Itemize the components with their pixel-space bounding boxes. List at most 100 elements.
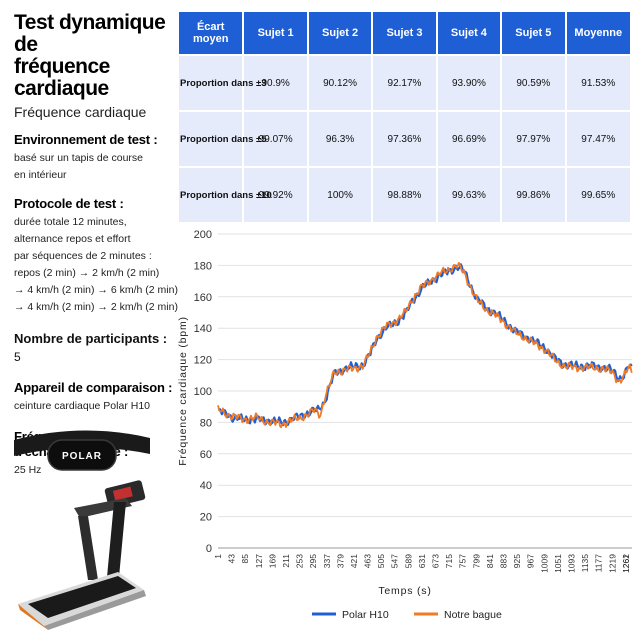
participants-heading: Nombre de participants : <box>14 331 168 346</box>
protocol-line: repos (2 min) → 2 km/h (2 min) <box>14 267 160 279</box>
x-tick-label: 631 <box>417 554 427 568</box>
table-row-label: Proportion dans ±3 <box>179 54 267 111</box>
table-header: Sujet 2 <box>307 12 374 55</box>
page-title: Test dynamique de fréquence cardiaque <box>14 11 166 100</box>
table-cell: 97.36% <box>372 110 438 167</box>
x-tick-label: 421 <box>349 554 359 568</box>
protocol-heading: Protocole de test : <box>14 196 124 211</box>
accuracy-table: Écart moyen Sujet 1 Sujet 2 Sujet 3 Suje… <box>179 12 630 222</box>
x-tick-label: 505 <box>376 554 386 568</box>
treadmill-belt <box>28 576 136 618</box>
participants-value: 5 <box>14 350 21 364</box>
series-layer <box>217 261 633 429</box>
treadmill-image <box>18 480 146 630</box>
section-protocol: Protocole de test : durée totale 12 minu… <box>14 196 178 316</box>
x-tick-label: 1051 <box>553 554 563 573</box>
y-tick-label: 20 <box>200 512 212 524</box>
series-line-polar-h10 <box>217 263 633 427</box>
y-axis-label: Fréquence cardiaque (bpm) <box>177 316 189 466</box>
section-participants: Nombre de participants : 5 <box>14 330 174 366</box>
section-environment: Environnement de test : basé sur un tapi… <box>14 132 174 184</box>
x-tick-label: 589 <box>403 554 413 568</box>
x-tick-label: 463 <box>363 554 373 568</box>
table-cell: 90.59% <box>501 54 567 111</box>
table-cell: 99.86% <box>501 166 567 222</box>
protocol-line: alternance repos et effort <box>14 233 131 245</box>
environment-line: en intérieur <box>14 169 67 181</box>
table-header: Sujet 5 <box>501 12 567 55</box>
table-cell: 96.69% <box>436 110 503 167</box>
table-row-label: Proportion dans ±5 <box>179 110 267 167</box>
environment-line: basé sur un tapis de course <box>14 152 143 164</box>
device-value: ceinture cardiaque Polar H10 <box>14 400 150 412</box>
table-header-row: Écart moyen Sujet 1 Sujet 2 Sujet 3 Suje… <box>179 12 630 55</box>
legend-label: Polar H10 <box>342 609 389 621</box>
table-row: Proportion dans ±5 99.07% 96.3% 97.36% 9… <box>179 110 630 167</box>
x-tick-label: 1093 <box>566 554 576 573</box>
x-tick-label: 379 <box>335 554 345 568</box>
treadmill-upright <box>106 502 126 588</box>
table-header: Sujet 4 <box>436 12 503 55</box>
table-row: Proportion dans ±3 90.9% 90.12% 92.17% 9… <box>179 54 630 111</box>
x-tick-label: 211 <box>281 554 291 568</box>
x-tick-label: 127 <box>254 554 264 568</box>
table-cell: 97.97% <box>501 110 567 167</box>
x-tick-label: 799 <box>471 554 481 568</box>
y-tick-label: 80 <box>200 417 212 429</box>
y-tick-label: 140 <box>194 323 212 335</box>
table-cell: 100% <box>307 166 374 222</box>
strap-sensor <box>47 439 117 471</box>
y-tick-label: 60 <box>200 449 212 461</box>
y-tick-label: 40 <box>200 480 212 492</box>
x-tick-label: 547 <box>390 554 400 568</box>
x-tick-label: 715 <box>444 554 454 568</box>
table-cell: 91.53% <box>565 54 630 111</box>
y-tick-label: 120 <box>194 355 212 367</box>
x-tick-label: 1219 <box>607 554 617 573</box>
grid-layer <box>218 233 632 549</box>
table-header: Sujet 1 <box>243 12 309 55</box>
protocol-line: durée totale 12 minutes, <box>14 216 127 228</box>
x-tick-label: 253 <box>295 554 305 568</box>
treadmill-side <box>44 590 146 630</box>
table-cell: 99.07% <box>243 110 309 167</box>
chest-strap-image: POLAR <box>14 430 150 471</box>
x-tick-label: 85 <box>240 554 250 564</box>
sampling-value: 25 Hz <box>14 464 42 476</box>
x-tick-label: 967 <box>526 554 536 568</box>
x-tick-label: 673 <box>431 554 441 568</box>
table-cell: 90.12% <box>307 54 374 111</box>
legend-layer: Polar H10 Notre bague <box>312 609 502 621</box>
x-tick-label: 841 <box>485 554 495 568</box>
table-header: Sujet 3 <box>372 12 438 55</box>
environment-heading: Environnement de test : <box>14 132 158 147</box>
x-tick-label: 1135 <box>580 554 590 573</box>
section-device: Appareil de comparaison : ceinture cardi… <box>14 380 174 415</box>
x-tick-label: 169 <box>267 554 277 568</box>
x-tick-label: 1009 <box>539 554 549 573</box>
x-tick-label: 925 <box>512 554 522 568</box>
y-tick-label: 180 <box>194 260 212 272</box>
treadmill-upright-rear <box>78 516 98 580</box>
x-tick-label: 295 <box>308 554 318 568</box>
protocol-line: → 4 km/h (2 min) → 2 km/h (2 min) <box>14 301 178 313</box>
protocol-line: par séquences de 2 minutes : <box>14 250 152 262</box>
table-cell: 99.63% <box>436 166 503 222</box>
table-cell: 92.17% <box>372 54 438 111</box>
x-tick-label: 1177 <box>594 554 604 573</box>
table-header: Moyenne <box>565 12 630 55</box>
table-row-label: Proportion dans ±10 <box>179 166 272 222</box>
treadmill-screen <box>112 486 133 501</box>
page-subtitle: Fréquence cardiaque <box>14 104 147 120</box>
x-tick-label: 883 <box>498 554 508 568</box>
table-cell: 97.47% <box>565 110 630 167</box>
table-cell: 98.88% <box>372 166 438 222</box>
x-tick-label: 1262 <box>621 554 631 573</box>
x-tick-label: 337 <box>322 554 332 568</box>
device-heading: Appareil de comparaison : <box>14 380 173 395</box>
table-header: Écart moyen <box>179 12 245 55</box>
protocol-line: → 4 km/h (2 min) → 6 km/h (2 min) <box>14 284 178 296</box>
x-tick-label: 1261 <box>621 554 631 573</box>
y-tick-label: 200 <box>194 229 212 241</box>
x-axis-label: Temps (s) <box>378 585 431 597</box>
